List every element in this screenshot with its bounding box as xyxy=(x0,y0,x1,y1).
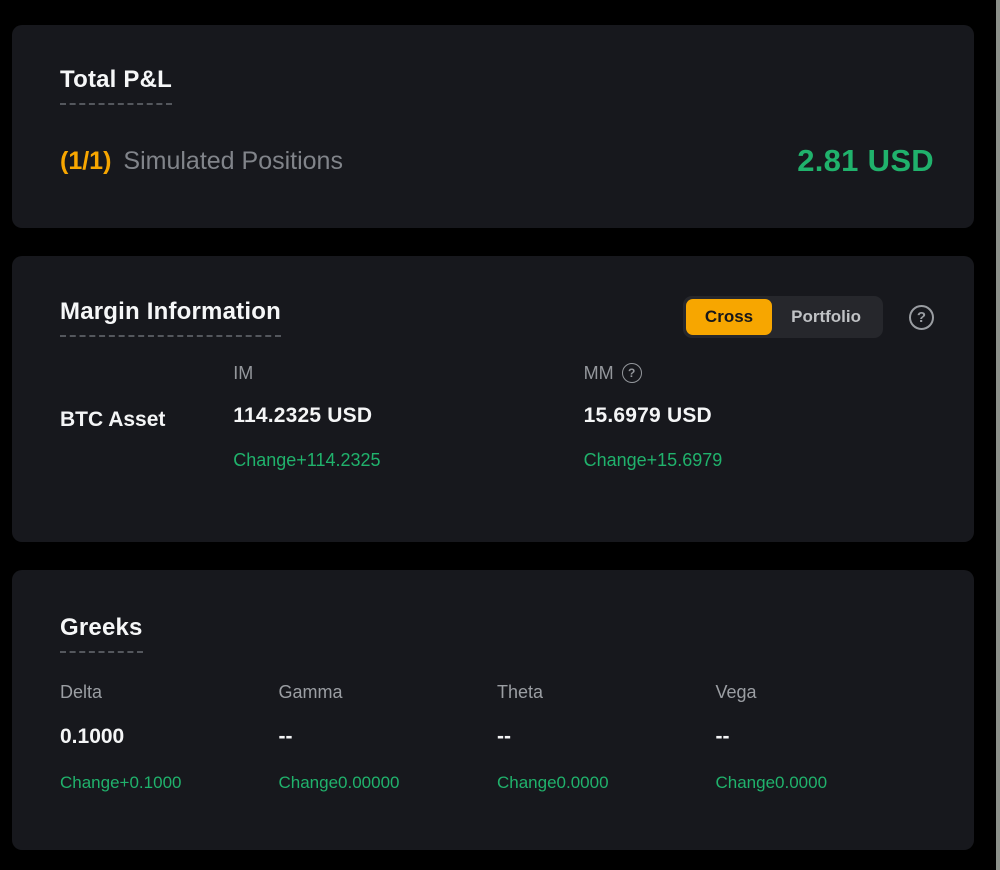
gamma-change: Change0.00000 xyxy=(278,773,400,792)
greeks-title-row: Greeks xyxy=(60,614,934,653)
asset-row-label: BTC Asset xyxy=(60,408,166,431)
mm-help-icon[interactable]: ? xyxy=(621,363,642,383)
total-pnl-title-row: Total P&L xyxy=(60,66,934,105)
theta-label: Theta xyxy=(497,682,544,702)
greeks-title: Greeks xyxy=(60,614,143,653)
gamma-value: -- xyxy=(278,725,293,748)
im-value: 114.2325 USD xyxy=(233,404,373,427)
im-column: IM 114.2325 USD Change+114.2325 xyxy=(233,362,583,471)
simulated-positions-label: Simulated Positions xyxy=(123,146,343,175)
mm-column: MM ? 15.6979 USD Change+15.6979 xyxy=(584,362,934,471)
im-column-header: IM xyxy=(233,362,583,384)
asset-column: BTC Asset xyxy=(60,362,233,471)
vega-value: -- xyxy=(715,725,730,748)
mm-value: 15.6979 USD xyxy=(583,404,712,427)
vertical-scrollbar[interactable] xyxy=(996,0,1000,870)
theta-change: Change0.0000 xyxy=(497,773,609,792)
total-pnl-value: 2.81 USD xyxy=(797,143,934,178)
margin-mode-toggle: Cross Portfolio xyxy=(682,296,883,338)
total-pnl-row: (1/1) Simulated Positions 2.81 USD xyxy=(60,143,934,179)
cross-toggle-button[interactable]: Cross xyxy=(685,299,773,335)
mm-label: MM xyxy=(583,363,614,383)
mm-change: Change+15.6979 xyxy=(583,450,723,470)
position-count: (1/1) xyxy=(60,146,112,175)
greek-theta: Theta -- Change0.0000 xyxy=(497,681,716,793)
margin-table: BTC Asset IM 114.2325 USD Change+114.232… xyxy=(60,362,934,471)
vega-change: Change0.0000 xyxy=(715,773,828,792)
portfolio-toggle-button[interactable]: Portfolio xyxy=(772,299,880,335)
delta-value: 0.1000 xyxy=(60,725,125,748)
greeks-row: Delta 0.1000 Change+0.1000 Gamma -- Chan… xyxy=(60,681,934,793)
margin-help-icon[interactable]: ? xyxy=(909,304,934,330)
total-pnl-title: Total P&L xyxy=(60,66,173,105)
page: Total P&L (1/1) Simulated Positions 2.81 … xyxy=(12,25,974,850)
margin-information-panel: Margin Information Cross Portfolio ? BTC… xyxy=(12,256,974,542)
positions-summary: (1/1) Simulated Positions xyxy=(60,147,343,176)
greek-delta: Delta 0.1000 Change+0.1000 xyxy=(60,681,279,793)
margin-panel-header: Margin Information Cross Portfolio ? xyxy=(60,296,934,338)
delta-change: Change+0.1000 xyxy=(60,773,182,792)
margin-header-controls: Cross Portfolio ? xyxy=(682,296,934,338)
im-label: IM xyxy=(233,363,254,383)
greek-gamma: Gamma -- Change0.00000 xyxy=(279,681,498,793)
mm-column-header: MM ? xyxy=(584,362,934,384)
total-pnl-panel: Total P&L (1/1) Simulated Positions 2.81 … xyxy=(12,25,974,228)
delta-label: Delta xyxy=(60,682,103,702)
greek-vega: Vega -- Change0.0000 xyxy=(716,681,935,793)
im-change: Change+114.2325 xyxy=(233,450,381,470)
margin-information-title: Margin Information xyxy=(60,298,281,337)
theta-value: -- xyxy=(497,725,511,748)
greeks-panel: Greeks Delta 0.1000 Change+0.1000 Gamma … xyxy=(12,570,974,850)
gamma-label: Gamma xyxy=(278,682,343,702)
vega-label: Vega xyxy=(715,682,757,702)
